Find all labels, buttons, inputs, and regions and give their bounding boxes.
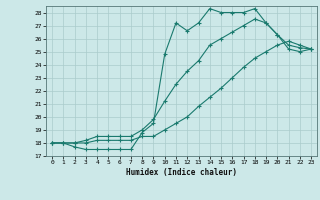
X-axis label: Humidex (Indice chaleur): Humidex (Indice chaleur)	[126, 168, 237, 177]
